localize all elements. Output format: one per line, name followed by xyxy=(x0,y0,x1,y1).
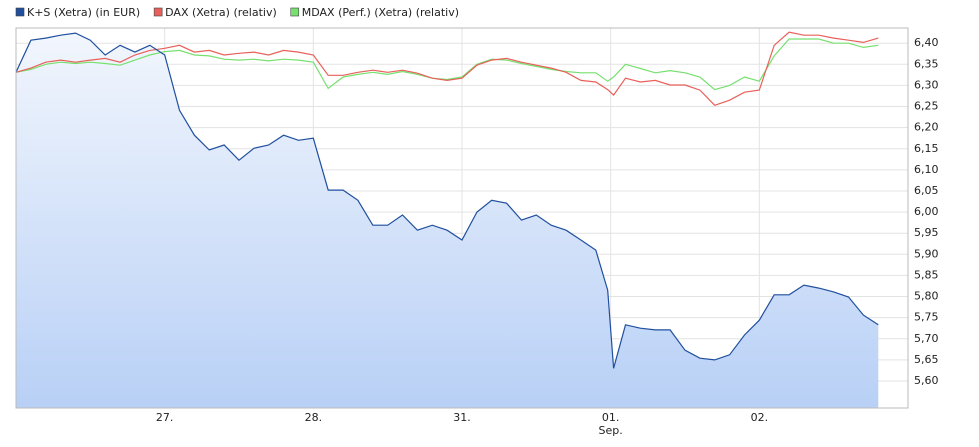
plot xyxy=(15,31,879,408)
legend-label: DAX (Xetra) (relativ) xyxy=(165,6,277,19)
x-tick-label: 01. xyxy=(602,411,620,424)
legend-label: K+S (Xetra) (in EUR) xyxy=(27,6,140,19)
y-tick-label: 5,60 xyxy=(914,374,939,387)
y-tick-label: 6,20 xyxy=(914,121,939,134)
series-line xyxy=(15,32,879,369)
y-tick-label: 6,35 xyxy=(914,57,939,70)
y-tick-label: 6,25 xyxy=(914,100,939,113)
legend-swatch xyxy=(15,7,25,17)
y-tick-label: 5,65 xyxy=(914,353,939,366)
x-tick-label: 28. xyxy=(305,411,323,424)
x-month-label: Sep. xyxy=(599,424,623,437)
x-tick-label: 02. xyxy=(751,411,769,424)
y-tick-label: 5,90 xyxy=(914,247,939,260)
legend-label: MDAX (Perf.) (Xetra) (relativ) xyxy=(302,6,459,19)
y-tick-label: 5,95 xyxy=(914,226,939,239)
series-line xyxy=(15,38,879,91)
y-tick-label: 6,05 xyxy=(914,184,939,197)
series-line xyxy=(15,31,879,106)
plot-border xyxy=(15,27,909,409)
area-fill xyxy=(16,33,879,408)
y-tick-label: 6,10 xyxy=(914,163,939,176)
y-tick-label: 6,30 xyxy=(914,78,939,91)
y-tick-label: 6,15 xyxy=(914,142,939,155)
y-tick-label: 5,75 xyxy=(914,311,939,324)
legend-swatch xyxy=(153,7,163,17)
y-tick-label: 5,70 xyxy=(914,332,939,345)
legend-swatch xyxy=(290,7,300,17)
y-tick-label: 6,40 xyxy=(914,36,939,49)
x-tick-label: 27. xyxy=(156,411,174,424)
y-tick-label: 6,00 xyxy=(914,205,939,218)
y-tick-label: 5,80 xyxy=(914,290,939,303)
y-tick-label: 5,85 xyxy=(914,268,939,281)
legend: K+S (Xetra) (in EUR) DAX (Xetra) (relativ… xyxy=(15,6,459,19)
x-tick-label: 31. xyxy=(453,411,471,424)
